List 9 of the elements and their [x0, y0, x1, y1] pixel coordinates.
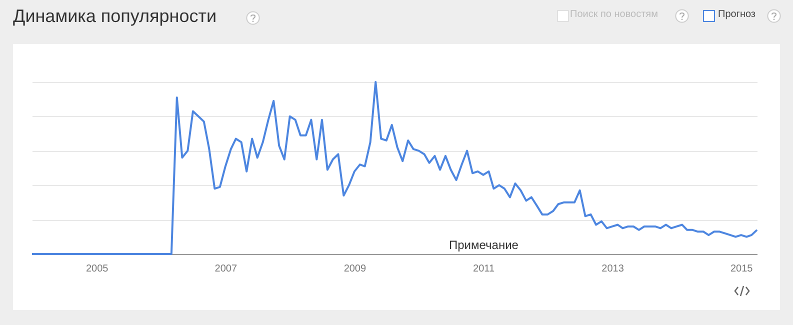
x-tick-label: 2015 [730, 264, 754, 274]
chart-title: Динамика популярности [13, 6, 217, 27]
x-tick-label: 2005 [86, 264, 109, 274]
x-tick-label: 2013 [602, 264, 624, 274]
x-tick-label: 2007 [214, 264, 238, 274]
annotation: Примечание [449, 238, 518, 252]
text: Прогноз [718, 9, 756, 20]
x-tick-label: 2009 [344, 264, 366, 274]
x-tick-label: 2011 [473, 264, 495, 274]
